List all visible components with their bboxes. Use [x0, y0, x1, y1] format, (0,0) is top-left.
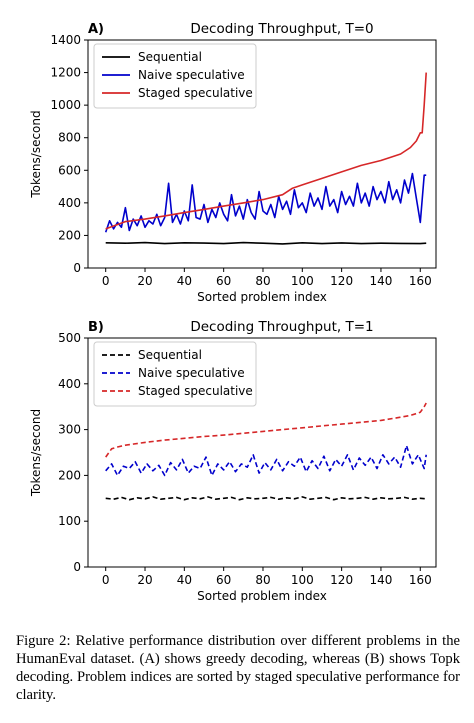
y-tick-label: 600: [58, 163, 81, 177]
y-tick-label: 400: [58, 377, 81, 391]
x-tick-label: 0: [102, 274, 110, 288]
chart-title: Decoding Throughput, T=0: [190, 21, 373, 37]
series-line-sequential: [105, 496, 427, 501]
chart-panel-b: 0 20 40 60 80 100 120 140 160 0 100 200 300 400 500 Dec…: [29, 319, 437, 603]
series-line-staged-speculative: [105, 72, 427, 230]
chart-title: Decoding Throughput, T=1: [190, 319, 373, 335]
x-tick-label: 100: [291, 274, 314, 288]
x-tick-label: 40: [177, 274, 192, 288]
x-tick-label: 160: [409, 274, 432, 288]
x-tick-label: 80: [255, 573, 270, 587]
series-line-naive-speculative: [104, 172, 427, 233]
series-line-sequential: [105, 241, 427, 245]
legend: Sequential Naive speculative Staged specul…: [93, 43, 257, 109]
x-axis-label: Sorted problem index: [197, 589, 327, 603]
legend-label: Staged speculative: [138, 86, 253, 100]
x-tick-label: 100: [291, 573, 314, 587]
figure-caption: Figure 2: Relative performance distribut…: [16, 633, 460, 703]
chart-panel-a: 0 20 40 60 80 100 120 140 160 0 200 400 600 800 1000 12…: [29, 21, 437, 304]
y-tick-label: 800: [58, 131, 81, 145]
y-tick-label: 200: [58, 228, 81, 242]
x-tick-label: 60: [216, 274, 231, 288]
y-tick-label: 300: [58, 423, 81, 437]
legend: Sequential Naive speculative Staged specul…: [93, 341, 257, 407]
x-tick-label: 120: [330, 274, 353, 288]
legend-label: Sequential: [138, 50, 202, 64]
legend-box: [93, 341, 257, 407]
x-tick-label: 40: [177, 573, 192, 587]
legend-label: Naive speculative: [138, 366, 245, 380]
series-lines: [104, 72, 427, 245]
legend-label: Sequential: [138, 348, 202, 362]
y-tick-label: 400: [58, 196, 81, 210]
x-tick-label: 160: [409, 573, 432, 587]
y-tick-label: 500: [58, 331, 81, 345]
x-tick-label: 20: [137, 274, 152, 288]
x-tick-label: 0: [102, 573, 110, 587]
y-axis-label: Tokens/second: [29, 409, 43, 497]
y-tick-label: 1200: [50, 66, 81, 80]
series-lines: [105, 402, 427, 501]
x-tick-label: 80: [255, 274, 270, 288]
x-axis-label: Sorted problem index: [197, 290, 327, 304]
x-tick-label: 60: [216, 573, 231, 587]
series-line-naive-speculative: [105, 444, 427, 477]
y-tick-label: 200: [58, 468, 81, 482]
legend-box: [93, 43, 257, 109]
y-axis-label: Tokens/second: [29, 110, 43, 198]
y-tick-label: 0: [73, 261, 81, 275]
panel-label: B): [88, 320, 104, 335]
x-tick-label: 120: [330, 573, 353, 587]
x-tick-label: 140: [369, 573, 392, 587]
y-tick-label: 0: [73, 560, 81, 574]
panel-label: A): [88, 22, 104, 37]
legend-label: Staged speculative: [138, 384, 253, 398]
y-tick-label: 1000: [50, 98, 81, 112]
y-tick-label: 100: [58, 514, 81, 528]
legend-label: Naive speculative: [138, 68, 245, 82]
y-tick-label: 1400: [50, 33, 81, 47]
x-tick-label: 140: [369, 274, 392, 288]
series-line-staged-speculative: [105, 402, 427, 458]
figure: 0 20 40 60 80 100 120 140 1600200400600800100012…: [29, 21, 437, 603]
axes-frame: [87, 39, 437, 269]
axes-frame: [87, 337, 437, 568]
x-tick-label: 20: [137, 573, 152, 587]
